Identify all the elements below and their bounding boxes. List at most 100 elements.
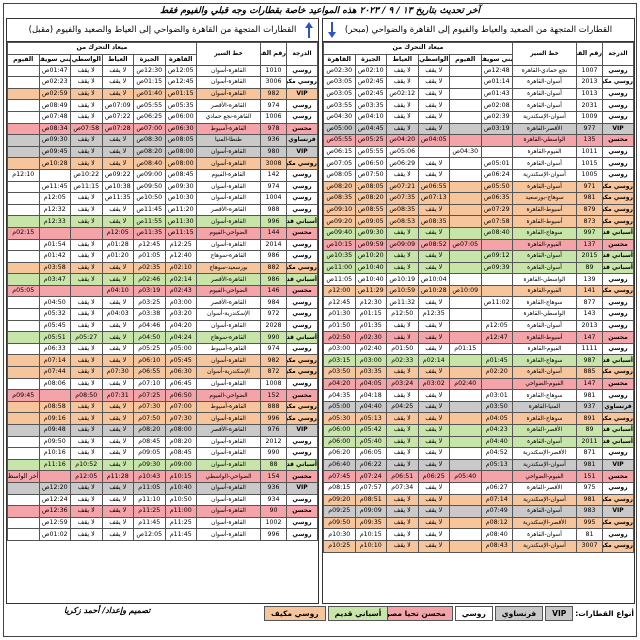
cell-time [480,145,513,159]
cell-time: 02:59ص [38,87,71,101]
cell-route: نجع حمادي-القاهرة [512,64,577,78]
cell-route: القاهرة-أسوان [196,180,261,194]
cell-time: أخر الواسطي [7,470,40,483]
cell-time: 12:30ص [133,64,166,78]
cell-time: لا يقف [70,516,103,530]
table-row: روسي 981 سوهاج-القاهرة 03:01م لا يقف لا يقف 04… [323,389,634,402]
cell-time [7,296,40,310]
cell-grade: روسي مكيف [602,412,634,425]
cell-time: لا يقف [70,354,103,368]
cell-time: لا يقف [417,447,450,460]
cell-grade: VIP [602,122,634,136]
cell-time: 07:25م [133,389,166,402]
cell-route: الأقصر-القاهرة [512,122,577,136]
cell-time: لا يقف [70,447,103,460]
cell-train-number: 3006 [260,76,287,89]
cell-grade: محسن [286,122,318,136]
cell-grade: روسي [286,447,318,460]
cell-train-number: 143 [576,308,603,321]
cell-grade: روسي [602,99,634,112]
cell-time: لا يقف [101,157,134,170]
table-row: روسي 1010 القاهرة-أسوان 12:05ص 12:30ص لا يقف ل… [7,64,318,78]
cell-time: 04:50م [38,296,71,310]
cell-time: 07:50ص [354,168,387,182]
table-row: فرنساوي 937 المنيا-القاهرة 03:50م لا يقف 04:2… [323,400,634,414]
cell-time: 05:42م [354,424,387,437]
cell-time [7,366,40,379]
cell-time: 05:55ص [133,99,166,112]
cell-time: 05:25م [133,342,166,356]
cell-time: 08:20م [164,435,197,449]
cell-train-number: 2013 [576,76,603,89]
cell-time: 05:45م [164,354,197,368]
cell-time [449,308,482,321]
cell-time [449,539,482,553]
cell-grade: روسي [602,528,634,541]
table-row: روسي 1011 الفيوم-القاهرة 04:30ص 05:06ص 05:55ص… [323,145,634,159]
cell-time [7,308,40,321]
panel-outbound: القطارات المتجهة من القاهرة والضواحي إلى… [6,18,319,604]
cell-time: لا يقف [101,458,134,472]
cell-route: القاهرة-أسيوط [196,122,261,136]
cell-time [480,134,513,147]
cell-time: 10:22ص [70,168,103,182]
cell-time [449,226,482,240]
cell-time: 08:05ص [354,180,387,194]
cell-time: 03:35ص [354,99,387,112]
cell-time: 01:50م [386,342,419,356]
cell-time: 06:27م [480,481,513,495]
cell-time: 04:46م [133,319,166,333]
cell-time [7,192,40,205]
table-row: محسن 147 أسيوط-القاهرة 12:47م لا يقف لا يقف 02… [323,331,634,344]
cell-time: 06:33م [38,342,71,356]
outbound-table: الدرجة رقم القطار خط السير ميعاد التحرك … [7,42,318,541]
cell-time: 10:20ص [354,250,387,263]
cell-time [449,516,482,530]
cell-time: 07:05ص [449,238,482,252]
cell-time: 11:28م [101,470,134,483]
cell-route: الفيوم-القاهرة [512,342,577,356]
table-row: VIP 977 الأقصر-القاهرة 03:19ص لا يقف لا يقف 04… [323,122,634,136]
cell-time: 08:05ص [323,168,356,182]
cell-time [7,377,40,391]
cell-time: لا يقف [386,389,419,402]
table-row: روسي 2013 أسوان-القاهرة 12:05م لا يقف لا يقف 0… [323,319,634,333]
cell-time: 03:47م [38,273,71,286]
cell-grade: روسي مكيف [602,493,634,507]
cell-time: 06:30م [164,366,197,379]
cell-route: الفيوم-القاهرة [512,145,577,159]
cell-time: 12:35م [417,308,450,321]
cell-time: 09:48م [38,424,71,437]
cell-time: لا يقف [417,168,450,182]
cell-route: أسوان-القاهرة [512,505,577,518]
table-row: محسن 137 الفيوم-القاهرة 07:05ص 08:52ص 09:09ص 0… [323,238,634,252]
cell-train-number: 152 [260,389,287,402]
cell-train-number: 986 [260,273,287,286]
cell-time [449,400,482,414]
cell-train-number: 987 [576,354,603,368]
cell-train-number: 88 [260,458,287,472]
cell-route: الإسكندرية-أسوان [196,308,261,321]
cell-grade: أسباني قديم [286,458,318,472]
cell-grade: روسي [286,319,318,333]
cell-train-number: 996 [260,412,287,425]
cell-time: 01:42م [38,250,71,263]
cell-time: 07:34م [386,481,419,495]
table-row: روسي 996 القاهرة-أسوان 11:45م 12:05ص لا يقف لا… [7,528,318,541]
cell-time [449,366,482,379]
table-row: محسن 90 القاهرة-أسوان 11:00م 11:25م لا يقف لا … [7,505,318,518]
cell-time [7,76,40,89]
cell-route: القاهرة-أسوان [196,215,261,228]
cell-route: الفيوم-القاهرة [512,238,577,252]
cell-route: سوهاج-القاهرة [512,389,577,402]
cell-time: 10:16م [38,447,71,460]
cell-time: لا يقف [70,296,103,310]
page-title: آخر تحديث بتاريخ ١٣ / ٩ / ٢٠٢٣ هذه الموا… [159,6,481,16]
cell-grade: أسباني قديم [602,261,634,275]
cell-time: 10:15ص [323,238,356,252]
cell-time: 02:15م [7,226,40,240]
col-station: الجيزة [133,53,166,66]
cell-time: لا يقف [386,76,419,89]
cell-grade: روسي [602,273,634,286]
